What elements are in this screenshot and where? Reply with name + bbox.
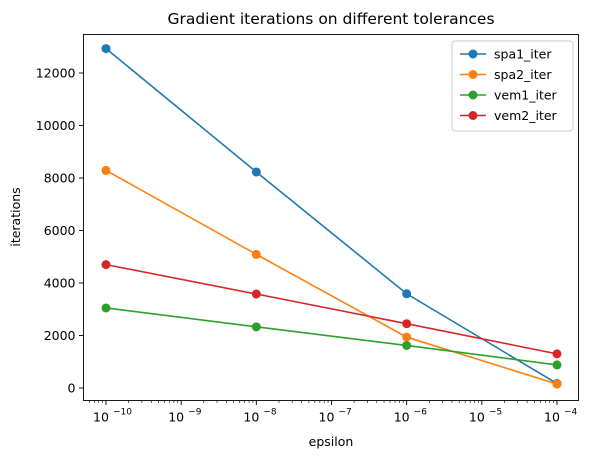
y-tick-label-3: 6000 — [44, 223, 76, 238]
x-tick-label-3: 10 — [319, 410, 335, 425]
data-point-spa2_iter-1 — [251, 249, 261, 259]
y-tick-label-2: 4000 — [44, 276, 76, 291]
y-axis-label: iterations — [8, 187, 23, 246]
x-tick-label-4: 10 — [394, 410, 410, 425]
data-point-spa2_iter-3 — [552, 379, 562, 389]
chart-title: Gradient iterations on different toleran… — [167, 10, 494, 28]
legend-label-vem1_iter: vem1_iter — [494, 88, 558, 103]
legend-label-spa1_iter: spa1_iter — [494, 47, 552, 62]
data-point-spa2_iter-2 — [402, 332, 412, 342]
legend: spa1_iter spa2_iter vem1_iter vem2_iter — [451, 40, 574, 132]
x-tick-label-1: 10 — [168, 410, 184, 425]
y-tick-label-6: 12000 — [36, 66, 76, 81]
x-tick-exponent-1: −9 — [188, 408, 202, 418]
x-tick-label-5: 10 — [469, 410, 485, 425]
legend-marker-vem1_iter — [468, 90, 478, 100]
data-point-vem1_iter-0 — [101, 303, 111, 313]
data-point-vem2_iter-3 — [552, 349, 562, 359]
data-point-vem2_iter-0 — [101, 260, 111, 270]
x-tick-label-0: 10 — [93, 410, 109, 425]
legend-entry-spa2_iter: spa2_iter — [460, 67, 552, 82]
y-tick-label-0: 0 — [68, 381, 76, 396]
legend-entry-spa1_iter: spa1_iter — [460, 47, 552, 62]
data-point-spa2_iter-0 — [101, 165, 111, 175]
series-line-spa2_iter — [105, 169, 558, 385]
x-tick-exponent-0: −10 — [113, 408, 132, 418]
data-point-spa1_iter-2 — [402, 289, 412, 299]
x-tick-exponent-3: −7 — [339, 408, 352, 418]
data-point-vem2_iter-2 — [402, 319, 412, 329]
x-tick-exponent-5: −5 — [489, 408, 502, 418]
data-point-vem1_iter-3 — [552, 360, 562, 370]
series-line-vem1_iter — [105, 307, 558, 366]
legend-label-vem2_iter: vem2_iter — [494, 108, 558, 123]
legend-label-spa2_iter: spa2_iter — [494, 67, 552, 82]
series-spa2_iter — [101, 165, 562, 389]
legend-box — [451, 40, 574, 132]
series-vem1_iter — [101, 303, 562, 370]
legend-marker-spa1_iter — [468, 49, 478, 59]
y-tick-label-1: 2000 — [44, 328, 76, 343]
data-point-vem1_iter-2 — [402, 340, 412, 350]
series-line-vem2_iter — [105, 263, 558, 355]
series-layer — [101, 44, 562, 389]
x-tick-exponent-2: −8 — [263, 408, 277, 418]
x-axis-ticks: 10 −10 10 −9 10 −8 10 −7 10 −6 10 −5 10 −4 — [93, 400, 578, 425]
legend-marker-vem2_iter — [468, 111, 478, 120]
data-point-vem1_iter-1 — [251, 322, 261, 332]
legend-entry-vem2_iter: vem2_iter — [460, 108, 558, 123]
legend-marker-spa2_iter — [468, 70, 478, 79]
x-tick-label-6: 10 — [544, 410, 560, 425]
x-tick-exponent-6: −4 — [564, 408, 578, 418]
x-tick-label-2: 10 — [243, 410, 259, 425]
x-axis-minor-ticks — [89, 400, 554, 403]
plot-frame — [83, 34, 579, 401]
x-tick-exponent-4: −6 — [414, 408, 428, 418]
data-point-spa1_iter-1 — [251, 167, 261, 177]
x-axis-label: epsilon — [309, 434, 354, 449]
data-point-spa1_iter-0 — [101, 44, 111, 54]
series-vem2_iter — [101, 260, 562, 359]
y-tick-label-5: 10000 — [36, 118, 76, 133]
legend-entry-vem1_iter: vem1_iter — [460, 88, 558, 103]
y-axis-ticks: 0 2000 4000 6000 8000 10000 12000 — [36, 66, 84, 396]
y-tick-label-4: 8000 — [44, 171, 76, 186]
data-point-vem2_iter-1 — [251, 289, 261, 299]
